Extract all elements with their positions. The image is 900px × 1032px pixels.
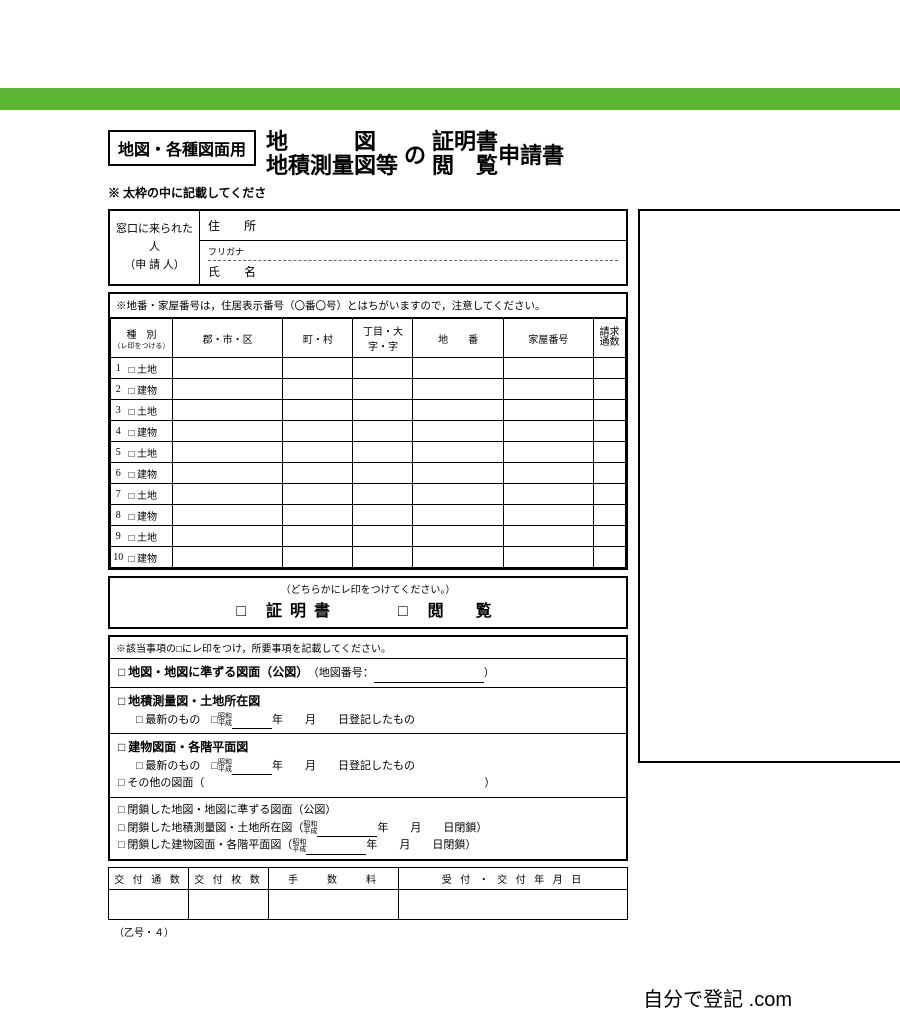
corner-label: 地図・各種図面用: [108, 130, 256, 166]
applicant-label-1: 窓口に来られた人: [114, 221, 195, 256]
name-area[interactable]: フリガナ 氏 名: [200, 241, 626, 284]
col-gun: 郡・市・区: [173, 319, 283, 358]
furigana-label: フリガナ: [208, 245, 618, 261]
title-tail: 申請書: [498, 138, 564, 170]
col-chome: 丁目・大字・字: [353, 319, 413, 358]
matter-5[interactable]: □ 閉鎖した地図・地図に準ずる図面（公図） □ 閉鎖した地積測量図・土地所在図（…: [110, 798, 626, 859]
stamp-title: 収入印紙欄: [640, 211, 900, 238]
instruction-note: ※ 太枠の中に記載してくださ: [108, 184, 792, 201]
office-use-table: 交 付 通 数 交 付 枚 数 手 数 料 受 付 ・ 交 付 年 月 日: [108, 867, 628, 920]
accent-bar: [0, 88, 900, 110]
title-top: 地 図: [266, 130, 398, 154]
form-page: 地図・各種図面用 地 図 地積測量図等 の 証明書 閲 覧 申請書 ※ 太枠の中…: [0, 110, 900, 963]
property-table: 種 別（レ印をつける） 郡・市・区 町・村 丁目・大字・字 地 番 家屋番号 請…: [110, 318, 626, 568]
footer-credit: 自分で登記 .com: [0, 963, 900, 1032]
matter-3[interactable]: □ 建物図面・各階平面図 □ 最新のもの □昭和平成年 月 日登記したもの □ …: [110, 734, 626, 798]
header: 地図・各種図面用 地 図 地積測量図等 の 証明書 閲 覧 申請書: [108, 130, 792, 178]
property-frame: ※地番・家屋番号は，住居表示番号（〇番〇号）とはちがいますので，注意してください…: [108, 292, 628, 570]
cell-2[interactable]: [189, 889, 269, 919]
cell-4[interactable]: [399, 889, 628, 919]
table-row[interactable]: 8□ 建物: [111, 505, 626, 526]
col-tesuryo: 手 数 料: [269, 867, 399, 889]
title-right-bottom: 閲 覧: [432, 154, 498, 178]
title-mid: の: [404, 138, 426, 170]
col-uketsuke: 受 付 ・ 交 付 年 月 日: [399, 867, 628, 889]
property-warning: ※地番・家屋番号は，住居表示番号（〇番〇号）とはちがいますので，注意してください…: [110, 294, 626, 318]
title-bottom: 地積測量図等: [266, 154, 398, 178]
matter-1[interactable]: □ 地図・地図に準ずる図面（公図） （地図番号：）: [110, 659, 626, 688]
table-row[interactable]: 1□ 土地: [111, 358, 626, 379]
choice-cert[interactable]: □ 証明書: [236, 597, 338, 621]
table-row[interactable]: 4□ 建物: [111, 421, 626, 442]
form-number: （乙号・４）: [108, 920, 628, 943]
address-label[interactable]: 住 所: [200, 211, 626, 241]
col-kaoku: 家屋番号: [503, 319, 593, 358]
applicant-box: 窓口に来られた人 （申 請 人） 住 所 フリガナ 氏 名: [108, 209, 628, 286]
choice-note: （どちらかにレ印をつけてください。）: [110, 578, 626, 597]
cell-3[interactable]: [269, 889, 399, 919]
name-label: 氏 名: [208, 263, 618, 280]
matters-instruction: ※該当事項の□にレ印をつけ，所要事項を記載してください。: [110, 637, 626, 659]
applicant-label-2: （申 請 人）: [124, 257, 185, 275]
table-row[interactable]: 2□ 建物: [111, 379, 626, 400]
table-row[interactable]: 9□ 土地: [111, 526, 626, 547]
table-row[interactable]: 3□ 土地: [111, 400, 626, 421]
choice-view[interactable]: □ 閲 覧: [398, 597, 500, 621]
cell-1[interactable]: [109, 889, 189, 919]
title-right-top: 証明書: [432, 130, 498, 154]
table-row[interactable]: 6□ 建物: [111, 463, 626, 484]
matters-frame: ※該当事項の□にレ印をつけ，所要事項を記載してください。 □ 地図・地図に準ずる…: [108, 635, 628, 860]
col-kofu-tsusu: 交 付 通 数: [109, 867, 189, 889]
title: 地 図 地積測量図等 の 証明書 閲 覧 申請書: [266, 130, 564, 178]
stamp-frame: 収入印紙欄 収 入印 紙 収 入印 紙 （登記印紙も使用可能） 収入印紙は割印を…: [638, 209, 900, 763]
table-row[interactable]: 7□ 土地: [111, 484, 626, 505]
col-tsusu: 請求通数: [594, 319, 626, 358]
col-cho: 町・村: [283, 319, 353, 358]
choice-frame: （どちらかにレ印をつけてください。） □ 証明書 □ 閲 覧: [108, 576, 628, 629]
table-row[interactable]: 5□ 土地: [111, 442, 626, 463]
col-shubetsu: 種 別（レ印をつける）: [111, 319, 173, 358]
table-row[interactable]: 10□ 建物: [111, 547, 626, 568]
matter-2[interactable]: □ 地積測量図・土地所在図 □ 最新のもの □昭和平成年 月 日登記したもの: [110, 688, 626, 734]
col-kofu-maisu: 交 付 枚 数: [189, 867, 269, 889]
col-chiban: 地 番: [413, 319, 503, 358]
